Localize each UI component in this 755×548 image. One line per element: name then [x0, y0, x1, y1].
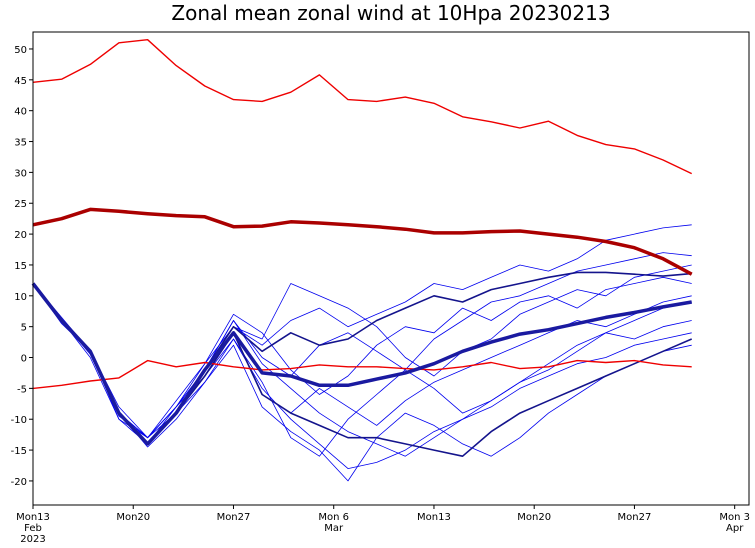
plot-area: [31, 39, 693, 482]
x-tick-label: Mar: [324, 523, 344, 534]
x-tick-label: Mon20: [517, 512, 551, 523]
series-line: [32, 252, 692, 439]
y-tick-label: 10: [14, 292, 27, 303]
y-tick-label: -10: [11, 415, 27, 426]
series-line: [32, 283, 692, 482]
series-line: [32, 39, 693, 175]
y-tick-label: 15: [14, 261, 27, 272]
x-tick-label: 2023: [20, 534, 45, 545]
y-tick-label: 0: [21, 354, 27, 365]
y-tick-label: 30: [14, 168, 27, 179]
series-line: [32, 264, 692, 439]
series-line: [32, 224, 692, 439]
y-tick-label: 45: [14, 76, 27, 87]
y-tick-label: 50: [14, 45, 27, 56]
y-tick-label: 20: [14, 230, 27, 241]
x-tick-label: Mon20: [116, 512, 150, 523]
y-tick-label: -5: [17, 384, 27, 395]
chart-title: Zonal mean zonal wind at 10Hpa 20230213: [171, 1, 610, 25]
series-line: [32, 283, 692, 470]
series-line: [32, 276, 692, 439]
x-tick-label: Apr: [726, 523, 744, 534]
series-line: [31, 282, 692, 446]
y-tick-label: 25: [14, 199, 27, 210]
series-line: [32, 207, 693, 276]
series-line: [32, 359, 692, 390]
x-tick-label: Mon13: [417, 512, 451, 523]
x-tick-label: Mon 3: [719, 512, 750, 523]
x-tick-label: Mon 6: [318, 512, 349, 523]
x-tick-label: Feb: [24, 523, 42, 534]
x-tick-label: Mon13: [16, 512, 50, 523]
y-tick-label: 35: [14, 138, 27, 149]
y-tick-label: 5: [21, 323, 27, 334]
y-tick-label: -15: [11, 446, 27, 457]
x-tick-label: Mon27: [618, 512, 652, 523]
series-line: [32, 283, 692, 445]
plot-frame: [32, 31, 750, 506]
y-tick-label: -20: [11, 477, 27, 488]
x-tick-label: Mon27: [217, 512, 251, 523]
y-tick-label: 40: [14, 107, 27, 118]
